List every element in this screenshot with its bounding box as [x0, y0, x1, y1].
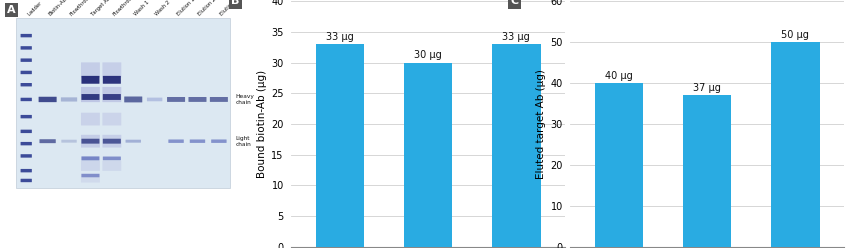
Text: 30 μg: 30 μg [415, 50, 442, 60]
FancyBboxPatch shape [20, 130, 32, 133]
FancyBboxPatch shape [20, 169, 32, 172]
FancyBboxPatch shape [125, 96, 142, 102]
FancyBboxPatch shape [20, 83, 32, 87]
FancyBboxPatch shape [61, 140, 76, 143]
FancyBboxPatch shape [20, 71, 32, 74]
Text: Wash 2: Wash 2 [154, 0, 172, 17]
FancyBboxPatch shape [20, 46, 32, 50]
Y-axis label: Bound biotin-Ab (μg): Bound biotin-Ab (μg) [257, 70, 267, 178]
FancyBboxPatch shape [61, 97, 77, 101]
FancyBboxPatch shape [103, 94, 121, 100]
FancyBboxPatch shape [211, 139, 226, 143]
FancyBboxPatch shape [81, 76, 99, 84]
FancyBboxPatch shape [103, 156, 121, 160]
Text: Heavy
chain: Heavy chain [235, 94, 254, 105]
Text: Wash 1: Wash 1 [133, 0, 150, 17]
FancyBboxPatch shape [103, 135, 121, 148]
Text: Target Ab: Target Ab [91, 0, 112, 17]
Text: Flowthrough: Flowthrough [69, 0, 96, 17]
Bar [15, 18, 230, 188]
FancyBboxPatch shape [103, 87, 121, 102]
FancyBboxPatch shape [81, 173, 100, 183]
FancyBboxPatch shape [20, 34, 32, 37]
Bar [315, 44, 364, 247]
FancyBboxPatch shape [103, 161, 121, 171]
FancyBboxPatch shape [81, 161, 100, 171]
FancyBboxPatch shape [81, 174, 99, 177]
FancyBboxPatch shape [190, 139, 205, 143]
Text: 37 μg: 37 μg [693, 83, 721, 93]
Text: C: C [510, 0, 518, 6]
FancyBboxPatch shape [126, 140, 141, 143]
FancyBboxPatch shape [40, 139, 56, 143]
Text: Elution 1: Elution 1 [176, 0, 196, 17]
FancyBboxPatch shape [147, 98, 162, 101]
FancyBboxPatch shape [103, 76, 121, 84]
Bar [683, 95, 731, 247]
FancyBboxPatch shape [20, 154, 32, 158]
FancyBboxPatch shape [81, 87, 100, 102]
FancyBboxPatch shape [103, 113, 121, 125]
FancyBboxPatch shape [20, 115, 32, 118]
FancyBboxPatch shape [167, 97, 185, 102]
Bar [594, 83, 643, 247]
FancyBboxPatch shape [39, 97, 57, 102]
FancyBboxPatch shape [20, 98, 32, 101]
FancyBboxPatch shape [81, 62, 100, 78]
Text: Flowthrough: Flowthrough [112, 0, 138, 17]
Text: 50 μg: 50 μg [781, 30, 809, 40]
FancyBboxPatch shape [169, 139, 184, 143]
FancyBboxPatch shape [20, 142, 32, 145]
FancyBboxPatch shape [188, 97, 206, 102]
FancyBboxPatch shape [209, 97, 228, 102]
FancyBboxPatch shape [103, 139, 121, 144]
Text: Elution 2: Elution 2 [198, 0, 217, 17]
FancyBboxPatch shape [81, 156, 99, 160]
FancyBboxPatch shape [20, 179, 32, 182]
Bar [771, 42, 819, 247]
Text: 40 μg: 40 μg [605, 71, 633, 81]
Text: B: B [232, 0, 240, 6]
FancyBboxPatch shape [81, 113, 100, 125]
Text: Light
chain: Light chain [235, 136, 251, 147]
Text: 33 μg: 33 μg [503, 32, 530, 42]
Text: Elution 3: Elution 3 [219, 0, 239, 17]
Text: A: A [7, 5, 15, 15]
FancyBboxPatch shape [81, 94, 99, 100]
Bar [492, 44, 540, 247]
Bar [404, 63, 452, 247]
Y-axis label: Eluted target Ab (μg): Eluted target Ab (μg) [536, 69, 546, 179]
FancyBboxPatch shape [103, 62, 121, 78]
Text: Ladder: Ladder [26, 1, 42, 17]
Text: 33 μg: 33 μg [326, 32, 354, 42]
Text: Biotin-Ab: Biotin-Ab [47, 0, 68, 17]
FancyBboxPatch shape [20, 59, 32, 62]
FancyBboxPatch shape [81, 139, 99, 144]
FancyBboxPatch shape [81, 135, 100, 148]
